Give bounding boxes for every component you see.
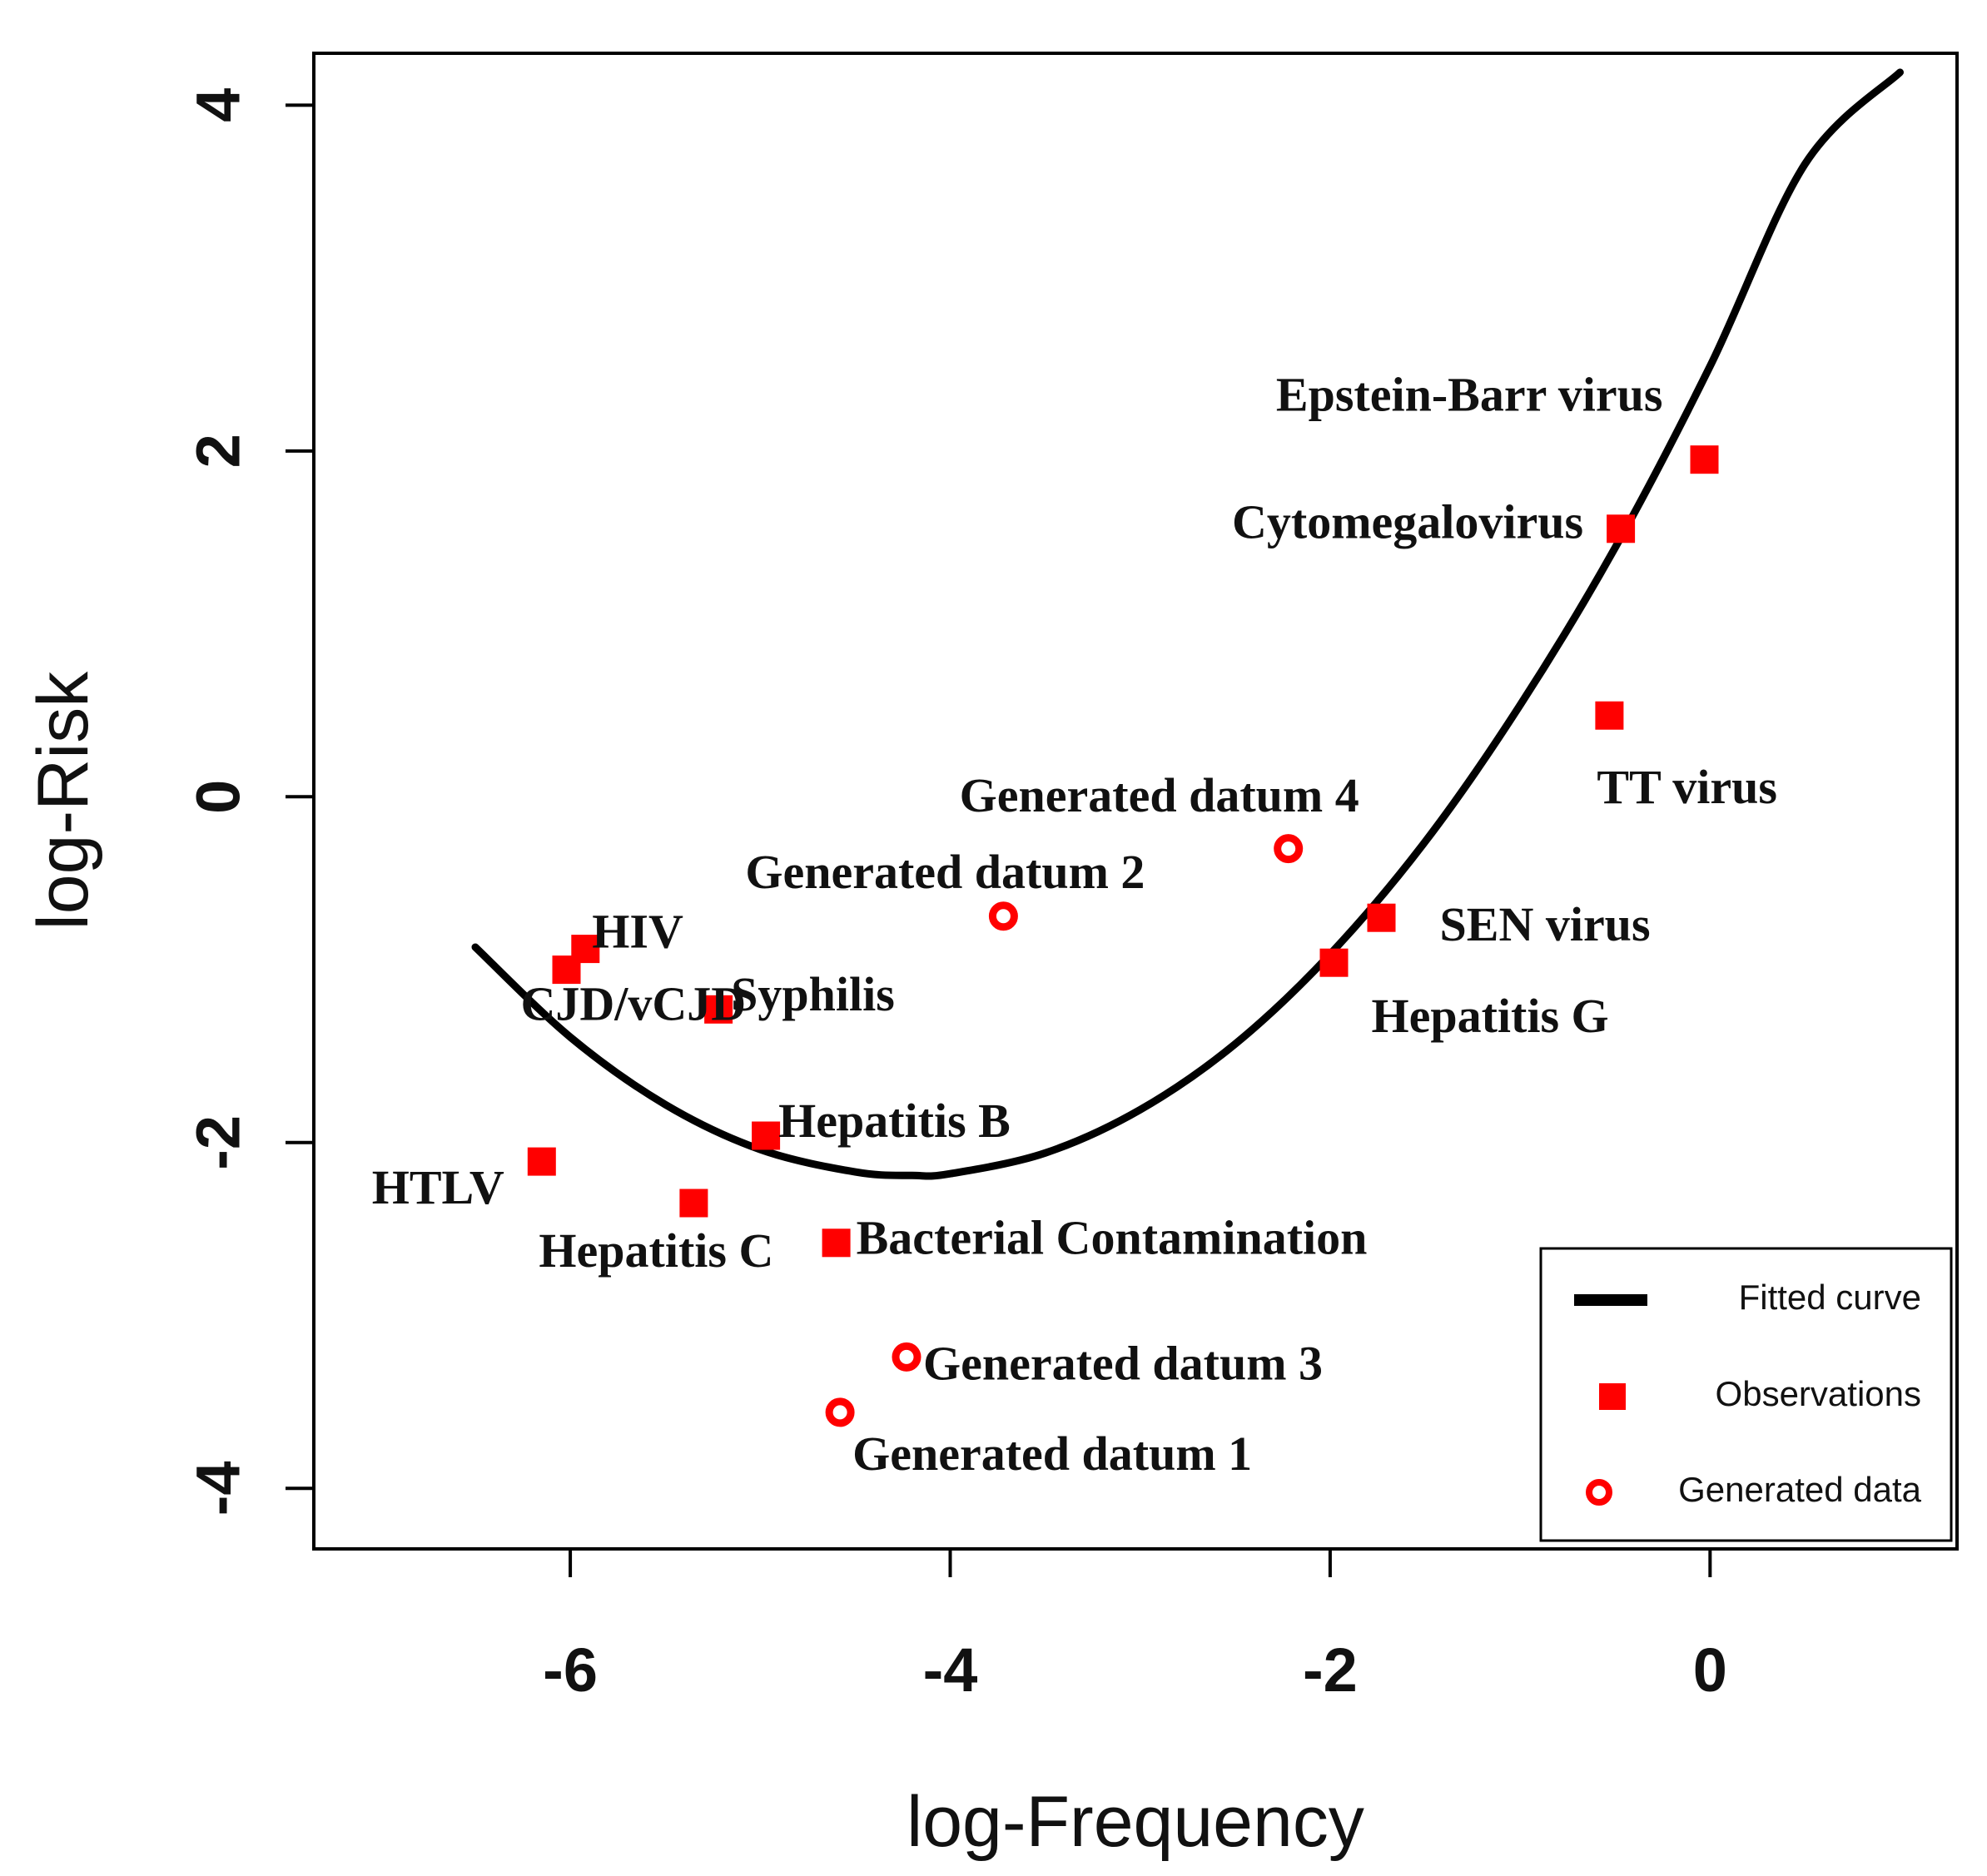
point-label: Hepatitis C <box>539 1223 773 1278</box>
observation-point <box>1319 948 1349 977</box>
axes-layer: -6 -4 -2 0 -4 -2 0 2 4 <box>184 88 1727 1705</box>
x-axis-title: log-Frequency <box>907 1782 1364 1862</box>
data-points-layer <box>527 445 1719 1427</box>
observation-point <box>1607 514 1636 543</box>
point-label: Bacterial Contamination <box>857 1211 1368 1265</box>
y-tick-label: -2 <box>184 1115 253 1170</box>
fitted-curve-line <box>471 68 1904 1180</box>
point-label: Generated datum 4 <box>960 768 1359 822</box>
point-label: Generated datum 3 <box>923 1337 1323 1391</box>
observation-point <box>679 1189 708 1218</box>
observation-point <box>1595 701 1624 730</box>
x-tick-label: 0 <box>1693 1635 1727 1705</box>
y-tick-label: 0 <box>184 780 253 814</box>
point-label: HTLV <box>372 1160 504 1214</box>
legend-label: Generated data <box>1678 1470 1922 1509</box>
x-tick-label: -4 <box>923 1635 978 1705</box>
point-label: Hepatitis G <box>1372 989 1609 1043</box>
point-label: Hepatitis B <box>778 1094 1011 1148</box>
x-tick-label: -6 <box>543 1635 598 1705</box>
observation-point <box>704 995 733 1024</box>
observation-point <box>822 1228 851 1258</box>
legend-square-swatch <box>1599 1383 1626 1410</box>
generated-data-point <box>988 901 1018 931</box>
y-axis-title: log-Risk <box>23 671 103 931</box>
generated-data-point <box>892 1342 921 1372</box>
point-label: Cytomegalovirus <box>1232 495 1583 549</box>
observation-point <box>1367 903 1396 932</box>
observation-point <box>552 955 581 985</box>
observation-point <box>752 1121 781 1150</box>
point-label: CJD/vCJD <box>521 976 747 1030</box>
y-tick-label: -4 <box>184 1461 253 1516</box>
generated-data-point <box>1274 834 1304 864</box>
x-tick-label: -2 <box>1303 1635 1358 1705</box>
y-tick-label: 4 <box>184 88 253 122</box>
point-label: HIV <box>592 904 683 958</box>
legend: Fitted curve Observations Generated data <box>1539 1247 1953 1542</box>
point-label: Generated datum 2 <box>745 845 1145 899</box>
generated-data-point <box>825 1397 855 1427</box>
point-label: Syphilis <box>731 967 895 1021</box>
plot-frame <box>312 52 1959 1551</box>
legend-circle-swatch <box>1586 1479 1612 1506</box>
point-label: Epstein-Barr virus <box>1276 368 1663 422</box>
legend-label: Observations <box>1716 1374 1921 1413</box>
observation-point <box>1690 445 1719 474</box>
point-label: SEN virus <box>1440 897 1651 951</box>
point-labels-layer: Epstein-Barr virus Cytomegalovirus TT viru… <box>372 368 1777 1481</box>
y-tick-label: 2 <box>184 434 253 468</box>
fitted-curve-layer <box>471 68 1904 1180</box>
point-label: TT virus <box>1597 760 1777 814</box>
legend-label: Fitted curve <box>1739 1278 1921 1317</box>
point-label: Generated datum 1 <box>852 1427 1252 1481</box>
observation-point <box>527 1147 556 1176</box>
